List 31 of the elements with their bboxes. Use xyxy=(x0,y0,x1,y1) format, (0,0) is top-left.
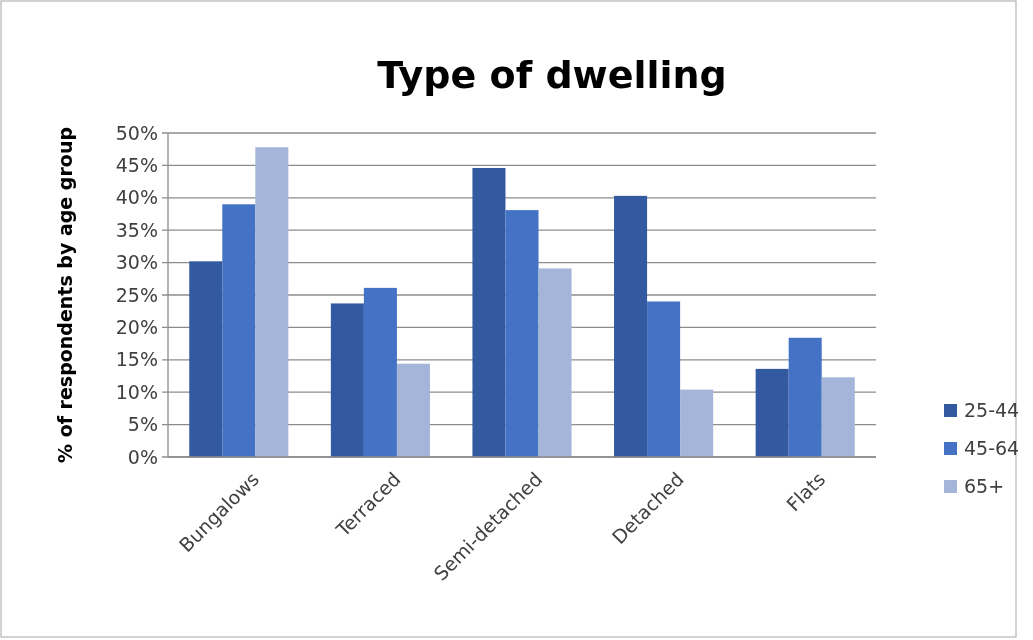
y-tick-label: 5% xyxy=(127,413,158,436)
y-tick-label: 10% xyxy=(115,380,158,403)
bar xyxy=(363,287,397,457)
bar xyxy=(330,303,364,457)
bar xyxy=(755,368,789,457)
y-axis-title: % of respondents by age group xyxy=(54,126,76,464)
bar xyxy=(396,363,430,457)
bar xyxy=(189,261,223,457)
bar xyxy=(647,301,681,457)
y-tick-label: 0% xyxy=(127,445,158,468)
y-tick-label: 50% xyxy=(115,121,158,144)
legend-label: 45-64 xyxy=(964,436,1020,459)
legend-label: 25-44 xyxy=(964,398,1020,421)
chart-title: Type of dwelling xyxy=(377,53,727,97)
y-tick-label: 15% xyxy=(115,348,158,371)
y-tick-label: 25% xyxy=(115,283,158,306)
bar xyxy=(222,204,256,457)
y-tick-label: 40% xyxy=(115,186,158,209)
bar xyxy=(821,377,855,457)
bar xyxy=(538,268,572,457)
bar xyxy=(614,195,648,457)
bar xyxy=(680,389,714,457)
bar xyxy=(472,167,506,457)
y-tick-label: 20% xyxy=(115,316,158,339)
bar xyxy=(788,337,822,457)
y-tick-label: 35% xyxy=(115,218,158,241)
y-tick-label: 45% xyxy=(115,154,158,177)
bar xyxy=(505,210,539,457)
y-tick-label: 30% xyxy=(115,251,158,274)
bar xyxy=(255,147,289,457)
legend-label: 65+ xyxy=(964,474,1005,497)
